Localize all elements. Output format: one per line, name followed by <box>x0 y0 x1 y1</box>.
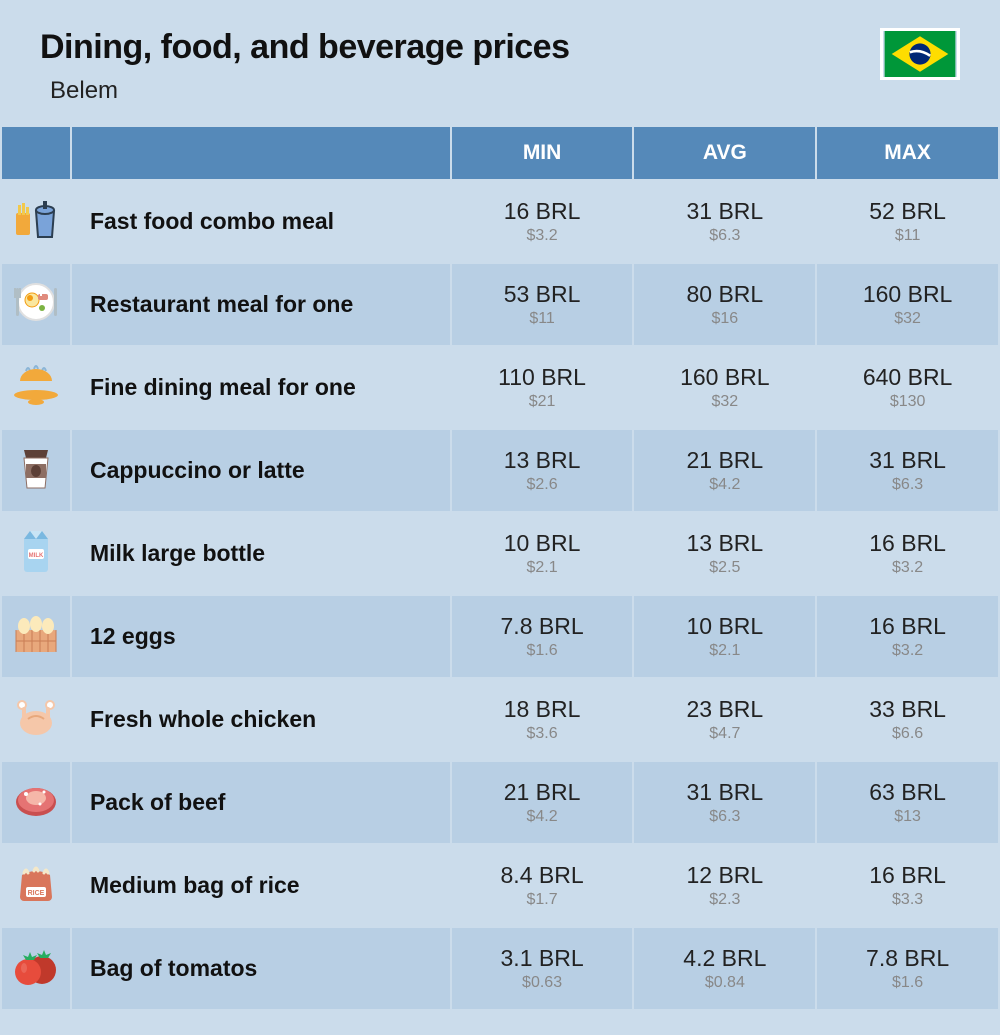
table-row: Fine dining meal for one110 BRL$21160 BR… <box>2 347 998 428</box>
avg-price: 31 BRL$6.3 <box>634 181 815 262</box>
rice-icon: RICE <box>2 845 70 926</box>
max-price: 7.8 BRL$1.6 <box>817 928 998 1009</box>
item-name: Cappuccino or latte <box>72 430 450 511</box>
table-row: Fresh whole chicken18 BRL$3.623 BRL$4.73… <box>2 679 998 760</box>
page-title: Dining, food, and beverage prices <box>40 28 960 67</box>
location-subtitle: Belem <box>50 77 960 105</box>
eggs-icon <box>2 596 70 677</box>
avg-price: 10 BRL$2.1 <box>634 596 815 677</box>
fine-dining-icon <box>2 347 70 428</box>
brazil-flag-icon <box>880 28 960 80</box>
fast-food-icon <box>2 181 70 262</box>
max-price: 52 BRL$11 <box>817 181 998 262</box>
min-price: 21 BRL$4.2 <box>452 762 633 843</box>
avg-price: 21 BRL$4.2 <box>634 430 815 511</box>
col-avg: AVG <box>634 127 815 179</box>
max-price: 16 BRL$3.2 <box>817 513 998 594</box>
svg-text:MILK: MILK <box>29 553 44 559</box>
item-name: Fresh whole chicken <box>72 679 450 760</box>
table-row: Cappuccino or latte13 BRL$2.621 BRL$4.23… <box>2 430 998 511</box>
min-price: 110 BRL$21 <box>452 347 633 428</box>
item-name: Restaurant meal for one <box>72 264 450 345</box>
max-price: 16 BRL$3.2 <box>817 596 998 677</box>
min-price: 8.4 BRL$1.7 <box>452 845 633 926</box>
item-name: Bag of tomatos <box>72 928 450 1009</box>
table-row: Restaurant meal for one53 BRL$1180 BRL$1… <box>2 264 998 345</box>
restaurant-icon <box>2 264 70 345</box>
col-min: MIN <box>452 127 633 179</box>
avg-price: 160 BRL$32 <box>634 347 815 428</box>
item-name: Pack of beef <box>72 762 450 843</box>
max-price: 16 BRL$3.3 <box>817 845 998 926</box>
item-name: Fast food combo meal <box>72 181 450 262</box>
beef-icon <box>2 762 70 843</box>
min-price: 10 BRL$2.1 <box>452 513 633 594</box>
col-max: MAX <box>817 127 998 179</box>
table-row: Fast food combo meal16 BRL$3.231 BRL$6.3… <box>2 181 998 262</box>
avg-price: 31 BRL$6.3 <box>634 762 815 843</box>
min-price: 13 BRL$2.6 <box>452 430 633 511</box>
avg-price: 23 BRL$4.7 <box>634 679 815 760</box>
item-name: Fine dining meal for one <box>72 347 450 428</box>
min-price: 18 BRL$3.6 <box>452 679 633 760</box>
table-row: RICE Medium bag of rice8.4 BRL$1.712 BRL$… <box>2 845 998 926</box>
min-price: 3.1 BRL$0.63 <box>452 928 633 1009</box>
avg-price: 13 BRL$2.5 <box>634 513 815 594</box>
min-price: 16 BRL$3.2 <box>452 181 633 262</box>
max-price: 63 BRL$13 <box>817 762 998 843</box>
item-name: Milk large bottle <box>72 513 450 594</box>
header: Dining, food, and beverage prices Belem <box>0 0 1000 125</box>
avg-price: 4.2 BRL$0.84 <box>634 928 815 1009</box>
max-price: 33 BRL$6.6 <box>817 679 998 760</box>
max-price: 160 BRL$32 <box>817 264 998 345</box>
item-name: Medium bag of rice <box>72 845 450 926</box>
table-row: MILK Milk large bottle10 BRL$2.113 BRL$2.… <box>2 513 998 594</box>
avg-price: 80 BRL$16 <box>634 264 815 345</box>
col-icon <box>2 127 70 179</box>
min-price: 7.8 BRL$1.6 <box>452 596 633 677</box>
table-row: 12 eggs7.8 BRL$1.610 BRL$2.116 BRL$3.2 <box>2 596 998 677</box>
min-price: 53 BRL$11 <box>452 264 633 345</box>
avg-price: 12 BRL$2.3 <box>634 845 815 926</box>
coffee-icon <box>2 430 70 511</box>
milk-icon: MILK <box>2 513 70 594</box>
tomato-icon <box>2 928 70 1009</box>
chicken-icon <box>2 679 70 760</box>
svg-text:RICE: RICE <box>28 890 45 897</box>
item-name: 12 eggs <box>72 596 450 677</box>
price-table: MIN AVG MAX Fast food combo meal16 BRL$3… <box>0 125 1000 1011</box>
max-price: 31 BRL$6.3 <box>817 430 998 511</box>
max-price: 640 BRL$130 <box>817 347 998 428</box>
table-row: Pack of beef21 BRL$4.231 BRL$6.363 BRL$1… <box>2 762 998 843</box>
col-name <box>72 127 450 179</box>
table-row: Bag of tomatos3.1 BRL$0.634.2 BRL$0.847.… <box>2 928 998 1009</box>
